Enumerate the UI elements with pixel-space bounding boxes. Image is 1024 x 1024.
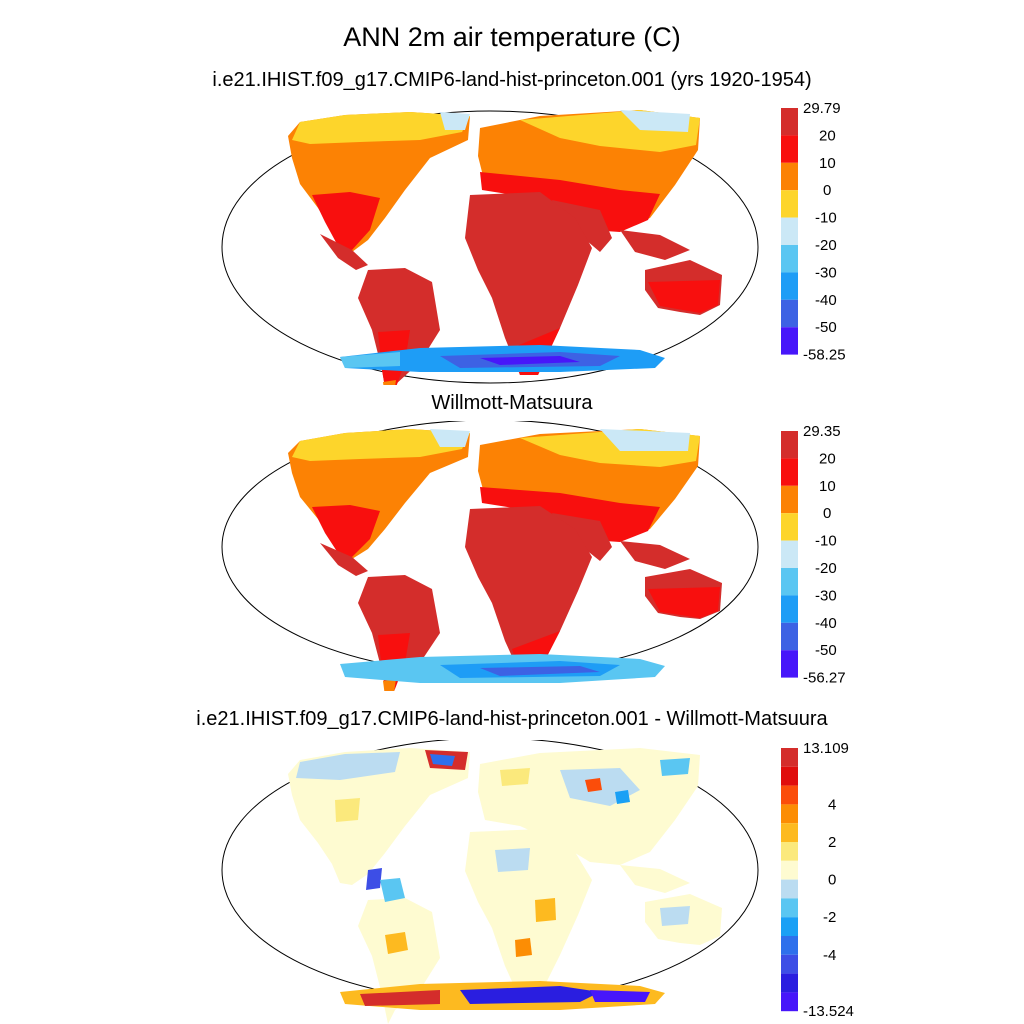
colorbar-3-label-14: -13.524	[803, 1003, 854, 1020]
colorbar-3-box-9	[781, 917, 798, 936]
colorbar-2-box-4	[781, 540, 798, 568]
panel-3-colorbar: 13.109 4 2 0 -2 -4 -13.524	[781, 740, 854, 1020]
colorbar-1-box-0	[781, 108, 798, 136]
africa-land	[465, 829, 592, 999]
south-america-land	[358, 898, 440, 1024]
colorbar-1-label-0: 29.79	[803, 100, 841, 117]
colorbar-2-box-8	[781, 650, 798, 678]
colorbar-3-box-3	[781, 804, 798, 824]
colorbar-3-box-2	[781, 785, 798, 805]
colorbar-1-label-4: -10	[815, 210, 837, 227]
eurasia-land	[478, 748, 700, 865]
colorbar-1-label-1: 20	[819, 127, 836, 144]
panel-1: 29.79 20 10 0 -10 -20 -30 -40 -50 -58.25	[221, 100, 846, 385]
colorbar-1-label-9: -58.25	[803, 347, 846, 364]
colorbar-2-box-1	[781, 458, 798, 486]
panel-3-title: i.e21.IHIST.f09_g17.CMIP6-land-hist-prin…	[196, 708, 828, 730]
colorbar-2-label-2: 10	[819, 478, 836, 495]
colorbar-3-box-1	[781, 766, 798, 786]
panel-2-title: Willmott-Matsuura	[431, 392, 593, 414]
colorbar-3-label-7: 0	[828, 872, 836, 889]
colorbar-3-box-12	[781, 973, 798, 993]
colorbar-1-label-7: -40	[815, 292, 837, 309]
colorbar-3-box-6	[781, 860, 798, 880]
colorbar-3-box-10	[781, 936, 798, 955]
panel-1-map	[221, 110, 759, 385]
colorbar-1-box-4	[781, 217, 798, 245]
colorbar-1-box-3	[781, 190, 798, 218]
panel-2-colorbar: 29.35 20 10 0 -10 -20 -30 -40 -50 -56.27	[781, 423, 846, 687]
panel-3: 13.109 4 2 0 -2 -4 -13.524	[221, 740, 854, 1024]
colorbar-2-box-2	[781, 485, 798, 514]
colorbar-3-box-7	[781, 879, 798, 899]
colorbar-1-box-8	[781, 327, 798, 355]
colorbar-2-box-5	[781, 568, 798, 596]
colorbar-3-label-5: 2	[828, 834, 836, 851]
colorbar-3-box-13	[781, 992, 798, 1012]
colorbar-2-label-0: 29.35	[803, 423, 841, 440]
colorbar-3-label-0: 13.109	[803, 740, 849, 757]
panel-2-map	[221, 421, 759, 691]
main-title: ANN 2m air temperature (C)	[343, 22, 681, 52]
panel-1-colorbar: 29.79 20 10 0 -10 -20 -30 -40 -50 -58.25	[781, 100, 846, 364]
colorbar-1-label-2: 10	[819, 155, 836, 172]
colorbar-2-label-4: -10	[815, 533, 837, 550]
colorbar-1-box-1	[781, 135, 798, 163]
colorbar-2-label-8: -50	[815, 642, 837, 659]
colorbar-2-label-9: -56.27	[803, 670, 846, 687]
colorbar-2-box-7	[781, 622, 798, 651]
colorbar-3-box-8	[781, 898, 798, 918]
africa-land	[465, 192, 592, 375]
colorbar-1-label-6: -30	[815, 264, 837, 281]
colorbar-1-label-3: 0	[823, 182, 831, 199]
north-america-land	[288, 748, 470, 885]
africa-land	[465, 506, 592, 674]
colorbar-3-label-3: 4	[828, 796, 836, 813]
colorbar-2-label-6: -30	[815, 587, 837, 604]
panel-1-title: i.e21.IHIST.f09_g17.CMIP6-land-hist-prin…	[212, 69, 812, 91]
colorbar-2-box-6	[781, 595, 798, 623]
colorbar-2-box-0	[781, 431, 798, 459]
colorbar-2-label-7: -40	[815, 615, 837, 632]
colorbar-2-label-1: 20	[819, 450, 836, 467]
colorbar-3-box-4	[781, 823, 798, 842]
colorbar-3-box-5	[781, 842, 798, 861]
colorbar-1-label-5: -20	[815, 237, 837, 254]
colorbar-1-box-2	[781, 162, 798, 191]
panel-3-map	[221, 740, 759, 1024]
colorbar-2-label-3: 0	[823, 505, 831, 522]
colorbar-3-label-11: -4	[823, 947, 836, 964]
colorbar-1-box-6	[781, 272, 798, 300]
colorbar-2-label-5: -20	[815, 560, 837, 577]
colorbar-1-box-7	[781, 299, 798, 328]
colorbar-3-label-9: -2	[823, 909, 836, 926]
colorbar-2-box-3	[781, 513, 798, 541]
colorbar-3-box-0	[781, 748, 798, 767]
panel-2: 29.35 20 10 0 -10 -20 -30 -40 -50 -56.27	[221, 421, 846, 691]
colorbar-3-box-11	[781, 954, 798, 974]
colorbar-1-label-8: -50	[815, 319, 837, 336]
colorbar-1-box-5	[781, 245, 798, 273]
